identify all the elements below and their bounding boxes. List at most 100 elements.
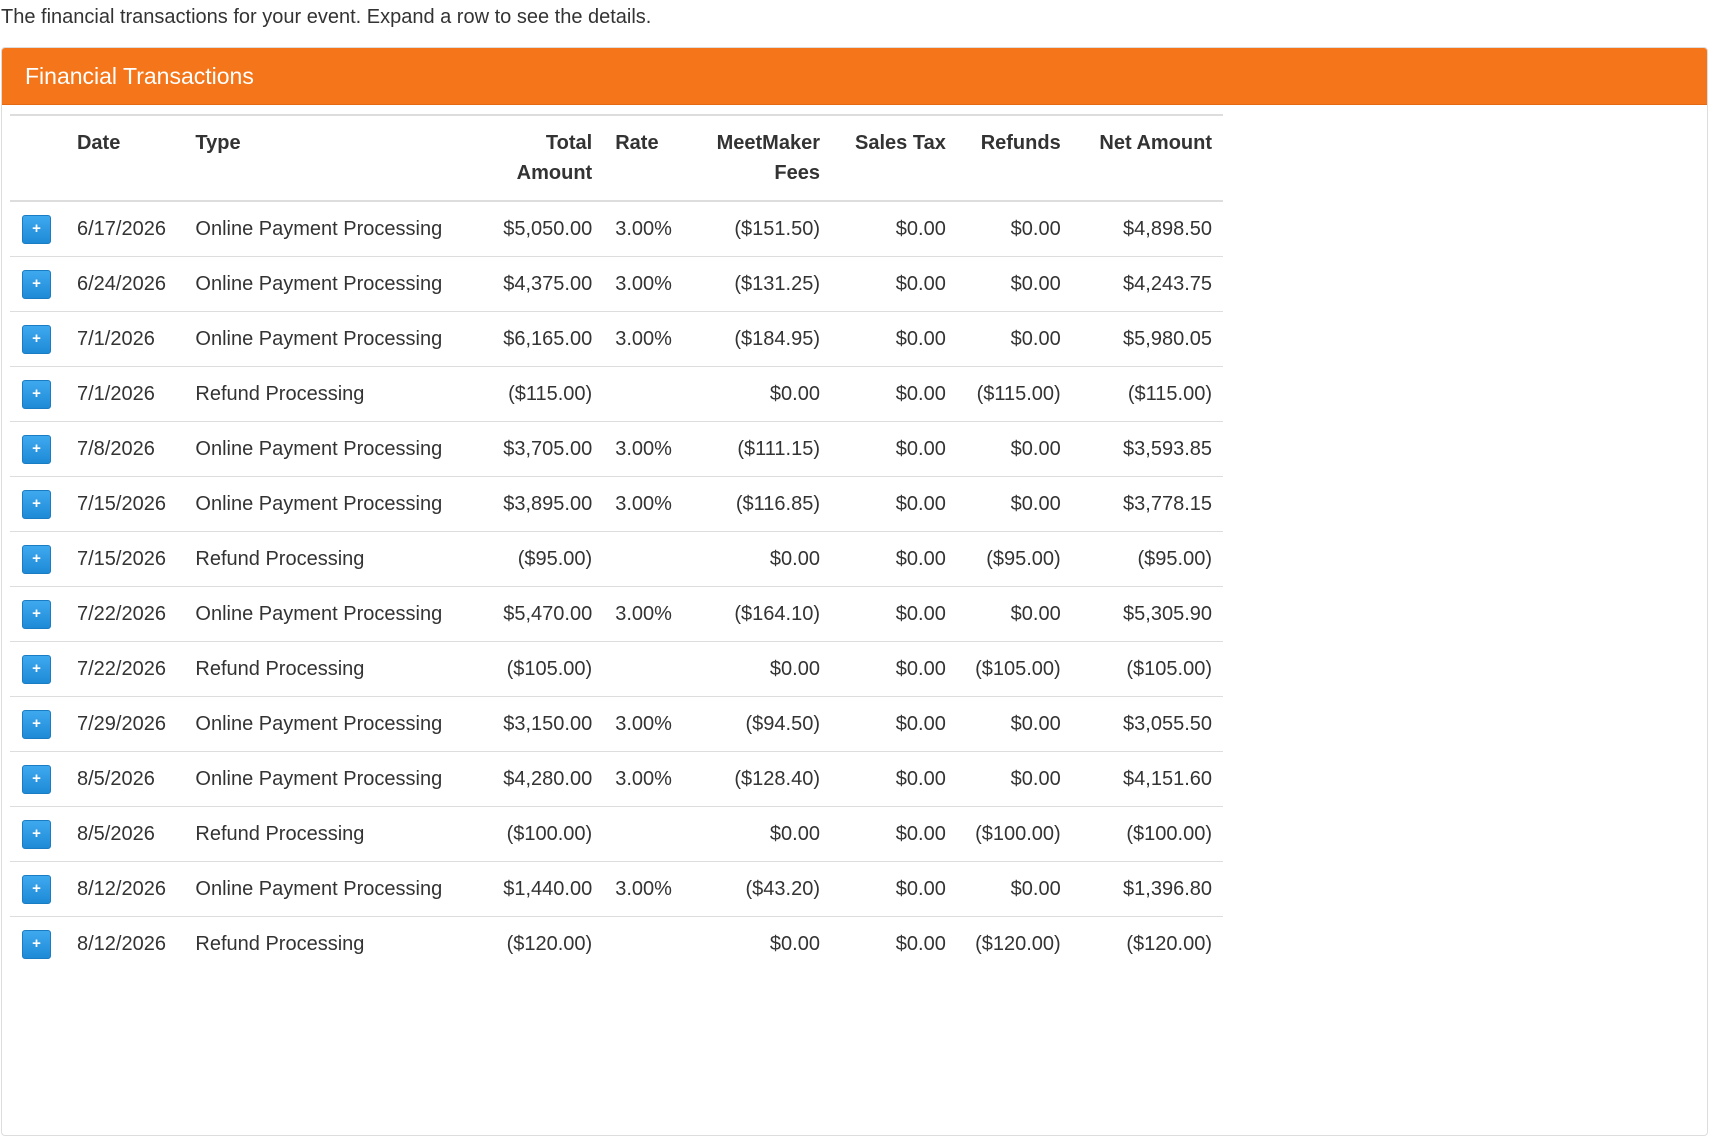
- cell-type: Online Payment Processing: [183, 311, 485, 367]
- plus-icon: +: [32, 604, 41, 622]
- expand-row-button[interactable]: +: [22, 379, 51, 409]
- cell-type: Online Payment Processing: [183, 861, 485, 917]
- table-header: Date Type Total Amount Rate MeetMaker Fe…: [10, 114, 1223, 202]
- cell-meetmaker-fees: ($164.10): [697, 586, 831, 642]
- cell-rate: 3.00%: [603, 696, 698, 752]
- cell-refunds: $0.00: [956, 696, 1072, 752]
- plus-icon: +: [32, 714, 41, 732]
- cell-expand: +: [10, 366, 65, 422]
- cell-expand: +: [10, 861, 65, 917]
- plus-icon: +: [32, 824, 41, 842]
- cell-net-amount: $3,593.85: [1071, 421, 1223, 477]
- cell-sales-tax: $0.00: [830, 366, 957, 422]
- cell-net-amount: ($120.00): [1126, 932, 1212, 955]
- cell-net-amount: $3,778.15: [1071, 476, 1223, 532]
- intro-text: The financial transactions for your even…: [1, 6, 652, 28]
- cell-sales-tax: $0.00: [830, 311, 957, 367]
- cell-date: 8/12/2026: [64, 861, 184, 917]
- cell-net-amount: $5,980.05: [1071, 311, 1223, 367]
- cell-refunds: $0.00: [956, 751, 1072, 807]
- cell-refunds: $0.00: [956, 256, 1072, 312]
- cell-refunds: ($120.00): [975, 932, 1061, 955]
- cell-date: 7/15/2026: [64, 531, 184, 587]
- expand-row-button[interactable]: +: [22, 544, 51, 574]
- transactions-table: Date Type Total Amount Rate MeetMaker Fe…: [10, 114, 1223, 971]
- cell-meetmaker-fees: $0.00: [697, 531, 831, 587]
- expand-row-button[interactable]: +: [22, 324, 51, 354]
- cell-net-amount: ($115.00): [1071, 366, 1223, 422]
- header-expand: [10, 114, 65, 202]
- cell-date: 6/17/2026: [64, 201, 184, 257]
- cell-sales-tax: $0.00: [830, 861, 957, 917]
- cell-refunds: $0.00: [956, 476, 1072, 532]
- plus-icon: +: [32, 329, 41, 347]
- expand-row-button[interactable]: +: [22, 269, 51, 299]
- cell-meetmaker-fees: ($43.20): [697, 861, 831, 917]
- table-row: +8/5/2026 Refund Processing ($100.00) $0.00…: [10, 806, 1223, 862]
- cell-expand: +: [10, 421, 65, 477]
- header-rate: Rate: [603, 114, 698, 202]
- cell-rate: 3.00%: [603, 476, 698, 532]
- cell-total-amount: ($100.00): [484, 806, 604, 862]
- cell-net-amount: $1,396.80: [1071, 861, 1223, 917]
- expand-row-button[interactable]: +: [22, 599, 51, 629]
- cell-type: Online Payment Processing: [183, 586, 485, 642]
- plus-icon: +: [32, 494, 41, 512]
- cell-sales-tax: $0.00: [895, 932, 946, 955]
- cell-rate: [603, 917, 697, 972]
- cell-type: Online Payment Processing: [183, 751, 485, 807]
- expand-row-button[interactable]: +: [22, 709, 51, 739]
- expand-row-button[interactable]: +: [22, 819, 51, 849]
- cell-refunds: $0.00: [956, 861, 1072, 917]
- expand-row-button[interactable]: +: [22, 929, 51, 959]
- cell-type: Refund Processing: [183, 641, 485, 697]
- cell-rate: 3.00%: [603, 861, 698, 917]
- table-row: +7/15/2026 Online Payment Processing $3,89…: [10, 476, 1223, 532]
- cell-rate: [603, 641, 698, 697]
- table-row: +7/22/2026 Online Payment Processing $5,47…: [10, 586, 1223, 642]
- table-row: +7/29/2026 Online Payment Processing $3,15…: [10, 696, 1223, 752]
- cell-sales-tax: $0.00: [830, 476, 957, 532]
- cell-total-amount: $4,375.00: [484, 256, 604, 312]
- expand-row-button[interactable]: +: [22, 874, 51, 904]
- cell-refunds: $0.00: [956, 421, 1072, 477]
- cell-net-amount: ($100.00): [1071, 806, 1223, 862]
- table-row: +6/24/2026 Online Payment Processing $4,37…: [10, 256, 1223, 312]
- cell-type: Online Payment Processing: [183, 256, 485, 312]
- table-row: +7/1/2026 Online Payment Processing $6,165…: [10, 311, 1223, 367]
- cell-type: Online Payment Processing: [183, 201, 485, 257]
- cell-sales-tax: $0.00: [830, 806, 957, 862]
- panel-title: Financial Transactions: [2, 48, 1707, 105]
- header-refunds: Refunds: [956, 114, 1072, 202]
- cell-expand: +: [10, 586, 65, 642]
- cell-expand: +: [10, 256, 65, 312]
- cell-net-amount: $3,055.50: [1071, 696, 1223, 752]
- cell-sales-tax: $0.00: [830, 751, 957, 807]
- cell-refunds: ($105.00): [956, 641, 1072, 697]
- cell-total-amount: ($115.00): [484, 366, 604, 422]
- cell-sales-tax: $0.00: [830, 641, 957, 697]
- cell-refunds: ($115.00): [956, 366, 1072, 422]
- expand-row-button[interactable]: +: [22, 434, 51, 464]
- cell-net-amount: $5,305.90: [1071, 586, 1223, 642]
- expand-row-button[interactable]: +: [22, 764, 51, 794]
- cell-total-amount: $1,440.00: [484, 861, 604, 917]
- table-row: +8/12/2026 Online Payment Processing $1,44…: [10, 861, 1223, 917]
- cell-rate: 3.00%: [603, 751, 698, 807]
- cell-total-amount: $3,150.00: [484, 696, 604, 752]
- cell-date: 6/24/2026: [64, 256, 184, 312]
- cell-expand: +: [10, 806, 65, 862]
- cell-total-amount: $3,705.00: [484, 421, 604, 477]
- plus-icon: +: [32, 274, 41, 292]
- cell-meetmaker-fees: $0.00: [697, 366, 831, 422]
- cell-total-amount: $5,470.00: [484, 586, 604, 642]
- cell-sales-tax: $0.00: [830, 201, 957, 257]
- table-row: +8/12/2026 Refund Processing ($120.00) $0.0…: [10, 917, 1223, 972]
- expand-row-button[interactable]: +: [22, 214, 51, 244]
- expand-row-button[interactable]: +: [22, 654, 51, 684]
- expand-row-button[interactable]: +: [22, 489, 51, 519]
- cell-total-amount: ($95.00): [484, 531, 604, 587]
- cell-rate: 3.00%: [603, 311, 698, 367]
- cell-type: Refund Processing: [183, 531, 485, 587]
- cell-meetmaker-fees: $0.00: [697, 806, 831, 862]
